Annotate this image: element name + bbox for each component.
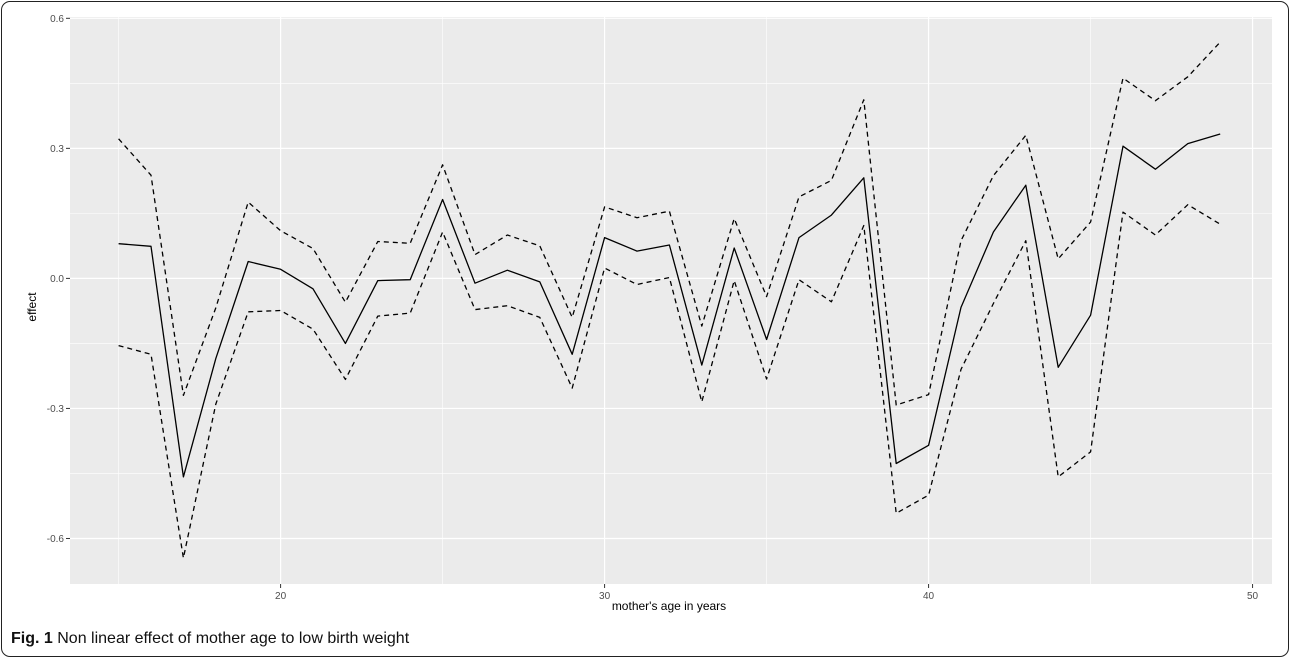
x-tick-label: 50 [1247, 591, 1259, 602]
effect-line [118, 133, 1221, 478]
y-axis-title: effect [25, 292, 39, 322]
figure-caption: Fig. 1 Non linear effect of mother age t… [11, 630, 409, 648]
x-tick-label: 40 [923, 591, 935, 602]
y-tick-label: -0.3 [47, 404, 65, 415]
confidence-band-line-2 [118, 204, 1221, 559]
x-tick-label: 20 [275, 591, 287, 602]
figure-caption-label: Fig. 1 [11, 630, 53, 647]
x-tick-label: 30 [599, 591, 611, 602]
y-tick-label: -0.6 [47, 534, 65, 545]
confidence-band-line-1 [118, 41, 1221, 406]
y-tick-label: 0.0 [50, 274, 64, 285]
y-tick-label: 0.3 [50, 144, 64, 155]
figure-caption-text: Non linear effect of mother age to low b… [57, 630, 410, 647]
plot-panel [70, 17, 1272, 584]
x-axis-title: mother's age in years [612, 599, 726, 613]
y-tick-label: 0.6 [50, 14, 64, 25]
